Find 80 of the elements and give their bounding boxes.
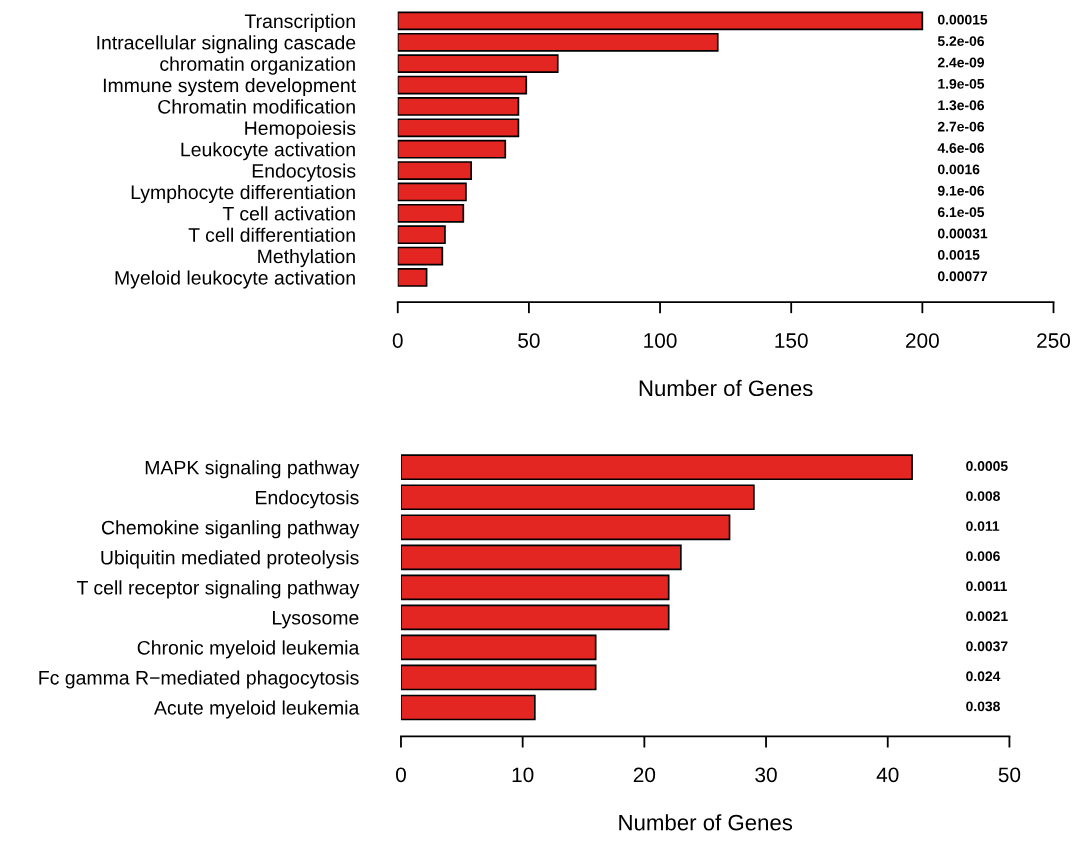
- y-tick-label: Myeloid leukocyte activation: [115, 270, 355, 289]
- y-tick-label: T cell activation: [222, 206, 355, 221]
- y-tick-label: Chemokine siganling pathway: [101, 520, 360, 539]
- bar: [397, 97, 520, 116]
- y-tick-label: T cell differentiation: [188, 227, 355, 242]
- annotation: 0.00077: [937, 271, 988, 282]
- x-tick-label: 10: [512, 767, 534, 783]
- y-tick-label: Acute myeloid leukemia: [154, 700, 360, 719]
- x-tick-label: 150: [775, 333, 808, 348]
- x-tick-label: 200: [906, 333, 939, 348]
- bar: [397, 32, 719, 52]
- x-tick-label: 250: [1037, 333, 1071, 348]
- annotation: 0.006: [966, 551, 1000, 562]
- y-tick-label: Hemopoiesis: [245, 120, 356, 139]
- annotation: 0.0015: [937, 249, 980, 260]
- x-tick-label: 0: [392, 333, 403, 348]
- annotation: 0.024: [966, 671, 1001, 682]
- bar: [397, 75, 528, 95]
- annotation: 0.038: [966, 701, 1000, 712]
- annotation: 0.011: [966, 521, 1000, 532]
- annotation: 1.9e-05: [938, 78, 985, 89]
- x-axis-title: Number of Genes: [639, 379, 813, 397]
- y-tick-label: Fc gamma R−mediated phagocytosis: [39, 670, 359, 689]
- annotation: 9.1e-06: [937, 185, 985, 196]
- x-tick-label: 40: [876, 767, 899, 783]
- bar: [400, 484, 755, 511]
- annotation: 0.0005: [966, 461, 1008, 471]
- bar: [397, 246, 444, 266]
- y-tick-label: Immune system development: [103, 77, 356, 97]
- annotation: 4.6e-06: [937, 143, 985, 153]
- bar: [397, 118, 520, 138]
- bar: [400, 544, 682, 571]
- y-tick-label: Chronic myeloid leukemia: [137, 640, 360, 659]
- y-tick-label: MAPK signaling pathway: [145, 460, 360, 479]
- y-tick-label: chromatin organization: [160, 56, 355, 75]
- annotation: 2.7e-06: [937, 121, 985, 132]
- y-tick-label: Methylation: [258, 249, 355, 268]
- y-tick-label: Ubiquitin mediated proteolysis: [101, 550, 359, 569]
- bar: [397, 161, 473, 180]
- bar: [397, 54, 559, 74]
- bar: [397, 182, 467, 202]
- x-tick-label: 20: [633, 767, 656, 783]
- y-tick-label: T cell receptor signaling pathway: [76, 580, 360, 599]
- bar: [400, 634, 597, 661]
- y-tick-label: Endocytosis: [256, 490, 359, 509]
- x-tick-label: 100: [644, 333, 677, 348]
- annotation: 1.3e-06: [938, 100, 985, 111]
- bar: [400, 604, 670, 631]
- annotation: 2.4e-09: [937, 57, 985, 68]
- annotation: 0.0016: [937, 164, 980, 175]
- x-tick-label: 0: [396, 767, 406, 783]
- annotation: 0.00031: [937, 228, 988, 239]
- y-tick-label: Lysosome: [273, 611, 359, 629]
- y-tick-label: Transcription: [244, 13, 355, 32]
- bar: [397, 268, 428, 287]
- annotation: 0.0011: [966, 581, 1007, 592]
- y-tick-label: Lymphocyte differentiation: [131, 184, 355, 204]
- bar: [397, 203, 465, 223]
- bar: [397, 225, 446, 245]
- bar: [400, 694, 536, 721]
- annotation: 5.2e-06: [937, 36, 985, 46]
- annotation: 0.008: [966, 491, 1000, 501]
- bar: [400, 454, 913, 481]
- x-tick-label: 30: [755, 767, 777, 783]
- annotation: 6.1e-05: [937, 207, 985, 218]
- x-axis-title: Number of Genes: [619, 814, 793, 831]
- bar: [400, 574, 670, 601]
- y-tick-label: Leukocyte activation: [181, 142, 355, 161]
- bar: [400, 664, 597, 691]
- bar: [397, 139, 507, 159]
- y-tick-label: Endocytosis: [252, 163, 356, 182]
- annotation: 0.00015: [937, 14, 988, 25]
- annotation: 0.0037: [966, 641, 1008, 652]
- bar: [400, 514, 731, 541]
- annotation: 0.0021: [966, 611, 1008, 622]
- bar: [397, 11, 924, 31]
- y-tick-label: Chromatin modification: [158, 99, 355, 114]
- x-tick-label: 50: [998, 767, 1021, 783]
- x-tick-label: 50: [518, 333, 540, 348]
- y-tick-label: Intracellular signaling cascade: [97, 35, 356, 54]
